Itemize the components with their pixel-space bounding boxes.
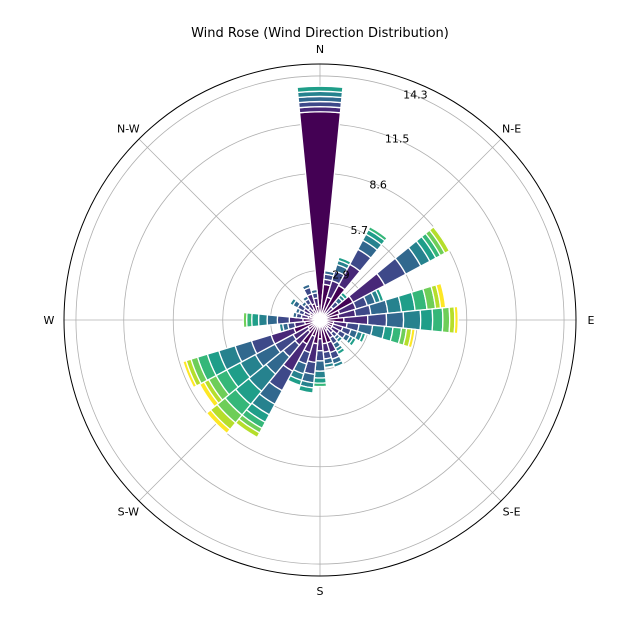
rose-bar <box>257 313 269 327</box>
radial-tick-label: 8.6 <box>369 178 387 191</box>
rose-bar <box>289 297 298 307</box>
direction-label: N-E <box>502 122 521 135</box>
grid-circle <box>75 75 565 565</box>
bars <box>182 85 459 439</box>
radial-tick-label: 5.7 <box>350 224 368 237</box>
spoke-line <box>319 138 502 321</box>
chart-title: Wind Rose (Wind Direction Distribution) <box>191 26 449 41</box>
rose-bar <box>310 288 319 295</box>
rose-bar <box>314 360 326 372</box>
rose-bar <box>278 322 285 333</box>
rose-bar <box>205 408 232 435</box>
rose-bar <box>402 309 422 331</box>
direction-label: N <box>316 43 324 56</box>
rose-bar <box>367 225 389 242</box>
direction-label: N-W <box>117 122 140 135</box>
direction-label: S <box>317 585 324 598</box>
direction-labels: N N-E E S-E S S-W W N-W <box>44 43 595 598</box>
radial-ticks: 2.9 5.7 8.6 11.5 14.3 <box>332 89 427 282</box>
rose-bar <box>419 308 434 332</box>
radial-tick-label: 2.9 <box>332 268 350 281</box>
rose-bar <box>332 359 345 369</box>
rose-bar <box>385 311 405 329</box>
rose-bar <box>428 225 451 255</box>
rose-bar <box>266 314 279 326</box>
rose-bar <box>441 306 451 334</box>
rose-bar <box>276 315 291 325</box>
rose-bar <box>313 377 327 384</box>
rose-bar <box>358 332 367 344</box>
direction-label: W <box>44 314 55 327</box>
direction-label: S-E <box>503 506 521 519</box>
rose-bar <box>407 328 416 349</box>
outer-circle <box>63 63 577 577</box>
spoke-line <box>319 319 502 502</box>
direction-label: S-W <box>118 506 140 519</box>
rose-bar <box>251 312 260 328</box>
direction-label: E <box>588 314 595 327</box>
radial-tick-label: 14.3 <box>403 89 428 102</box>
rose-bar <box>348 336 358 347</box>
rose-bar <box>312 382 328 388</box>
rose-bar <box>313 370 327 379</box>
radial-tick-label: 11.5 <box>385 133 410 146</box>
rose-bar <box>296 85 344 94</box>
rose-bar <box>453 305 459 335</box>
rose-bar <box>182 359 198 389</box>
rose-bar <box>242 311 248 329</box>
rose-bar <box>292 311 298 319</box>
rose-bar <box>297 384 315 394</box>
rose-bar <box>431 307 444 333</box>
spoke-line <box>138 138 321 321</box>
rose-bar <box>301 283 311 291</box>
